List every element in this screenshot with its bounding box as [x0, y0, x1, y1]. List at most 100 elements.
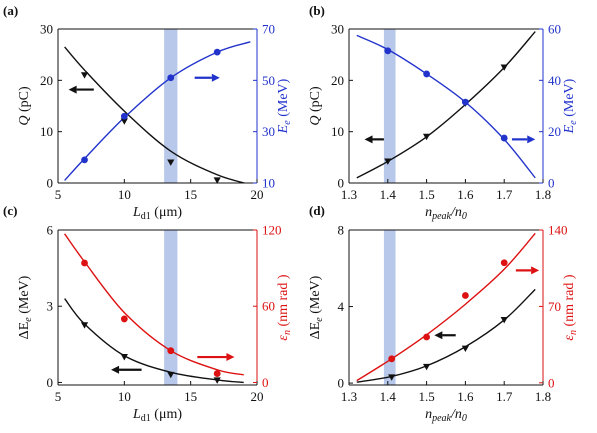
left-data-point: [167, 371, 175, 379]
highlight-band: [383, 29, 396, 183]
left-axis-arrow-head: [68, 85, 77, 94]
right-y-tick-label: 70: [262, 22, 275, 37]
x-tick-label: 1.4: [380, 389, 397, 404]
right-y-axis-label: εn (nm rad ): [276, 274, 293, 340]
left-y-tick-label: 20: [331, 73, 344, 88]
highlight-band: [164, 29, 178, 183]
left-axis-arrow-head: [111, 365, 120, 374]
right-y-tick-label: 0: [262, 375, 269, 390]
right-y-axis-label: Ee (MeV): [276, 78, 293, 134]
right-data-point: [120, 112, 128, 120]
right-y-tick-label: 120: [262, 223, 282, 238]
left-data-point: [423, 133, 431, 141]
x-tick-label: 1.4: [380, 187, 397, 202]
left-data-point: [500, 64, 508, 71]
x-axis-label: Ld1 (μm): [132, 205, 182, 222]
x-tick-label: 15: [184, 187, 197, 202]
right-y-axis-label: εn (nm rad ): [562, 274, 579, 340]
right-y-tick-label: 50: [262, 73, 275, 88]
left-y-tick-label: 8: [338, 223, 345, 238]
left-axis-arrow-head: [364, 135, 373, 144]
right-data-point: [213, 370, 221, 377]
right-y-tick-label: 0: [548, 375, 555, 390]
x-tick-label: 20: [251, 389, 264, 404]
right-axis-arrow-head: [226, 353, 235, 362]
right-data-point: [167, 74, 175, 82]
right-fit-curve: [356, 232, 536, 382]
x-tick-label: 5: [55, 187, 62, 202]
right-data-point: [500, 134, 508, 142]
left-data-point: [213, 177, 221, 184]
left-axis-arrow-head: [434, 331, 443, 340]
right-data-point: [120, 315, 128, 323]
left-data-point: [213, 377, 221, 384]
right-y-tick-label: 10: [262, 176, 275, 191]
x-tick-label: 1.3: [341, 187, 357, 202]
left-y-tick-label: 0: [47, 176, 54, 191]
left-data-point: [120, 118, 128, 125]
right-axis-arrow-head: [211, 73, 220, 82]
x-axis-label: npeak/n0: [425, 205, 467, 222]
left-y-tick-label: 0: [338, 376, 345, 391]
left-y-axis-label: Q (pC): [308, 86, 323, 126]
left-data-point: [120, 354, 128, 361]
x-tick-label: 1.6: [457, 389, 474, 404]
left-y-tick-label: 3: [47, 299, 54, 314]
right-data-point: [81, 259, 88, 267]
right-fit-curve: [64, 41, 251, 181]
x-axis-label: npeak/n0: [425, 407, 467, 424]
right-fit-curve: [356, 34, 536, 179]
left-data-point: [461, 345, 469, 353]
panel-b: 1.3 1.4 1.5 1.6 1.7 1.801020300204060(b)npeak…: [308, 3, 579, 222]
left-data-point: [384, 158, 392, 165]
left-data-point: [80, 72, 89, 79]
highlight-band: [164, 230, 178, 385]
right-y-tick-label: 70: [548, 299, 561, 314]
left-y-tick-label: 30: [40, 22, 53, 37]
x-tick-label: 1.8: [535, 187, 551, 202]
left-data-point: [500, 316, 508, 324]
left-y-tick-label: 10: [40, 124, 53, 139]
right-y-axis-label: Ee (MeV): [562, 78, 579, 134]
x-tick-label: 10: [118, 187, 131, 202]
left-fit-curve: [64, 46, 248, 183]
right-data-point: [213, 48, 221, 56]
x-tick-label: 1.7: [496, 187, 513, 202]
right-data-point: [423, 70, 430, 78]
panel-label: (a): [3, 3, 18, 18]
x-tick-label: 1.6: [457, 187, 474, 202]
right-fit-curve: [64, 233, 244, 376]
left-y-tick-label: 20: [40, 73, 53, 88]
right-data-point: [81, 156, 88, 164]
panel-d: 1.3 1.4 1.5 1.6 1.7 1.8048070140(d)npeak/n0ΔE…: [308, 203, 579, 424]
right-data-point: [462, 98, 469, 106]
left-y-tick-label: 30: [331, 22, 344, 37]
right-y-tick-label: 0: [548, 176, 555, 191]
x-tick-label: 1.3: [341, 389, 357, 404]
x-axis-label: Ld1 (μm): [132, 407, 182, 424]
panel-label: (c): [3, 203, 17, 218]
x-tick-label: 1.5: [418, 187, 434, 202]
left-y-axis-label: Q (pC): [17, 86, 32, 126]
left-data-point: [423, 363, 431, 371]
right-data-point: [388, 355, 396, 363]
right-y-tick-label: 140: [548, 223, 568, 238]
left-y-tick-label: 0: [338, 176, 345, 191]
right-data-point: [462, 292, 469, 299]
right-y-tick-label: 40: [548, 73, 561, 88]
left-y-axis-label: ΔEe (MeV): [17, 275, 34, 339]
right-axis-arrow-head: [527, 135, 536, 144]
left-data-point: [388, 374, 396, 381]
left-y-tick-label: 10: [331, 124, 344, 139]
right-y-tick-label: 60: [548, 22, 561, 37]
x-tick-label: 1.8: [535, 389, 551, 404]
highlight-band: [383, 230, 396, 385]
right-y-tick-label: 60: [262, 299, 275, 314]
right-data-point: [500, 259, 508, 267]
left-y-tick-label: 0: [47, 375, 54, 390]
right-y-tick-label: 20: [548, 124, 561, 139]
left-fit-curve: [64, 298, 244, 384]
